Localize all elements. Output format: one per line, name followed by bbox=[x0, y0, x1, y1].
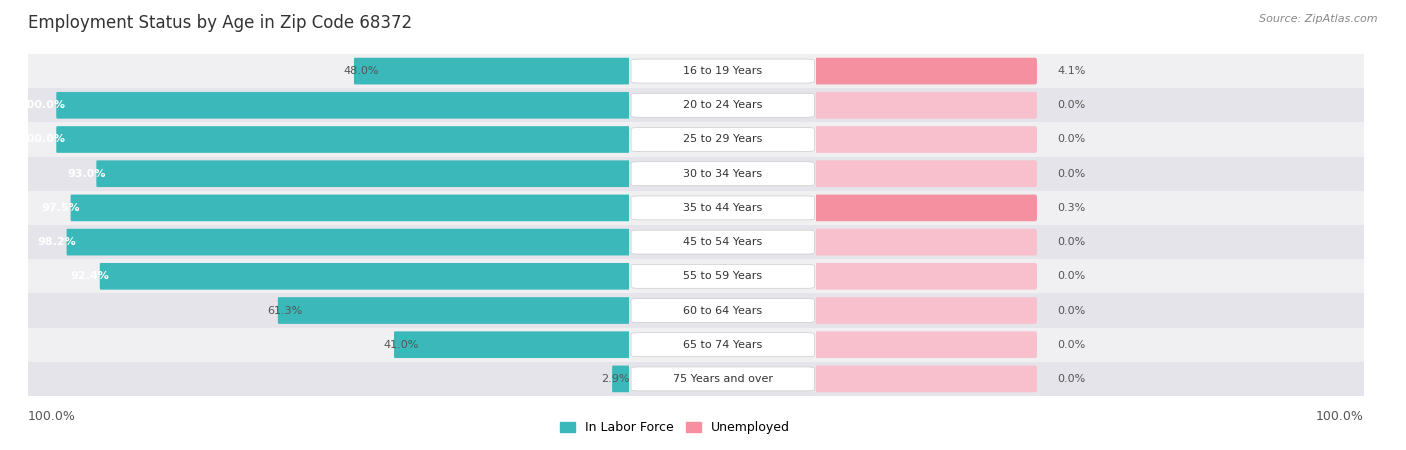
FancyBboxPatch shape bbox=[631, 264, 814, 288]
FancyBboxPatch shape bbox=[814, 160, 1038, 187]
Bar bbox=[630, 191, 815, 225]
Bar bbox=[630, 293, 815, 328]
Bar bbox=[28, 157, 630, 191]
Text: 75 Years and over: 75 Years and over bbox=[672, 374, 773, 384]
Text: 4.1%: 4.1% bbox=[1057, 66, 1085, 76]
Bar bbox=[630, 259, 815, 293]
FancyBboxPatch shape bbox=[631, 367, 814, 391]
Text: 0.0%: 0.0% bbox=[1057, 169, 1085, 179]
Bar bbox=[815, 191, 1364, 225]
Bar bbox=[28, 328, 630, 362]
Text: 0.0%: 0.0% bbox=[1057, 237, 1085, 247]
FancyBboxPatch shape bbox=[100, 263, 630, 290]
Text: 2.9%: 2.9% bbox=[602, 374, 630, 384]
Text: 100.0%: 100.0% bbox=[28, 410, 76, 423]
Bar bbox=[630, 54, 815, 88]
FancyBboxPatch shape bbox=[631, 127, 814, 152]
FancyBboxPatch shape bbox=[631, 93, 814, 117]
Bar bbox=[815, 54, 1364, 88]
Bar bbox=[28, 54, 630, 88]
FancyBboxPatch shape bbox=[278, 297, 630, 324]
FancyBboxPatch shape bbox=[814, 297, 1038, 324]
FancyBboxPatch shape bbox=[354, 58, 630, 85]
Text: 100.0%: 100.0% bbox=[20, 100, 65, 110]
Text: Source: ZipAtlas.com: Source: ZipAtlas.com bbox=[1260, 14, 1378, 23]
Text: Employment Status by Age in Zip Code 68372: Employment Status by Age in Zip Code 683… bbox=[28, 14, 412, 32]
Text: 100.0%: 100.0% bbox=[1316, 410, 1364, 423]
Text: 97.5%: 97.5% bbox=[41, 203, 80, 213]
Text: 92.4%: 92.4% bbox=[70, 271, 108, 281]
FancyBboxPatch shape bbox=[814, 263, 1038, 290]
FancyBboxPatch shape bbox=[814, 92, 1038, 119]
FancyBboxPatch shape bbox=[631, 196, 814, 220]
Bar bbox=[28, 191, 630, 225]
FancyBboxPatch shape bbox=[814, 365, 1038, 392]
Text: 61.3%: 61.3% bbox=[267, 306, 302, 315]
FancyBboxPatch shape bbox=[66, 229, 630, 256]
FancyBboxPatch shape bbox=[814, 126, 1038, 153]
FancyBboxPatch shape bbox=[97, 160, 630, 187]
Text: 55 to 59 Years: 55 to 59 Years bbox=[683, 271, 762, 281]
Text: 20 to 24 Years: 20 to 24 Years bbox=[683, 100, 762, 110]
Bar bbox=[28, 293, 630, 328]
Bar bbox=[815, 225, 1364, 259]
Text: 100.0%: 100.0% bbox=[20, 135, 65, 144]
Text: 45 to 54 Years: 45 to 54 Years bbox=[683, 237, 762, 247]
Text: 98.2%: 98.2% bbox=[37, 237, 76, 247]
Bar bbox=[28, 259, 630, 293]
Legend: In Labor Force, Unemployed: In Labor Force, Unemployed bbox=[555, 416, 794, 439]
FancyBboxPatch shape bbox=[612, 365, 630, 392]
Text: 25 to 29 Years: 25 to 29 Years bbox=[683, 135, 762, 144]
Bar bbox=[630, 88, 815, 122]
Bar bbox=[28, 88, 630, 122]
Bar bbox=[815, 88, 1364, 122]
Text: 0.0%: 0.0% bbox=[1057, 271, 1085, 281]
Text: 93.0%: 93.0% bbox=[67, 169, 105, 179]
FancyBboxPatch shape bbox=[631, 162, 814, 186]
Text: 0.0%: 0.0% bbox=[1057, 135, 1085, 144]
Bar bbox=[815, 122, 1364, 157]
Bar bbox=[815, 293, 1364, 328]
FancyBboxPatch shape bbox=[56, 126, 630, 153]
Text: 0.3%: 0.3% bbox=[1057, 203, 1085, 213]
Text: 41.0%: 41.0% bbox=[382, 340, 419, 350]
Text: 48.0%: 48.0% bbox=[343, 66, 378, 76]
Text: 35 to 44 Years: 35 to 44 Years bbox=[683, 203, 762, 213]
Bar bbox=[630, 362, 815, 396]
Bar bbox=[815, 362, 1364, 396]
Bar bbox=[630, 122, 815, 157]
FancyBboxPatch shape bbox=[814, 194, 1038, 221]
Bar bbox=[815, 328, 1364, 362]
FancyBboxPatch shape bbox=[631, 59, 814, 83]
Bar bbox=[28, 225, 630, 259]
Bar bbox=[630, 157, 815, 191]
Text: 0.0%: 0.0% bbox=[1057, 374, 1085, 384]
FancyBboxPatch shape bbox=[631, 298, 814, 323]
Bar bbox=[28, 362, 630, 396]
Text: 65 to 74 Years: 65 to 74 Years bbox=[683, 340, 762, 350]
FancyBboxPatch shape bbox=[56, 92, 630, 119]
Text: 60 to 64 Years: 60 to 64 Years bbox=[683, 306, 762, 315]
FancyBboxPatch shape bbox=[394, 331, 630, 358]
Text: 0.0%: 0.0% bbox=[1057, 100, 1085, 110]
FancyBboxPatch shape bbox=[814, 229, 1038, 256]
FancyBboxPatch shape bbox=[814, 58, 1038, 85]
Text: 30 to 34 Years: 30 to 34 Years bbox=[683, 169, 762, 179]
Text: 16 to 19 Years: 16 to 19 Years bbox=[683, 66, 762, 76]
Bar bbox=[630, 328, 815, 362]
Bar bbox=[630, 225, 815, 259]
Bar bbox=[28, 122, 630, 157]
FancyBboxPatch shape bbox=[814, 331, 1038, 358]
Text: 0.0%: 0.0% bbox=[1057, 306, 1085, 315]
FancyBboxPatch shape bbox=[631, 230, 814, 254]
Text: 0.0%: 0.0% bbox=[1057, 340, 1085, 350]
Bar bbox=[815, 259, 1364, 293]
Bar bbox=[815, 157, 1364, 191]
FancyBboxPatch shape bbox=[631, 333, 814, 357]
FancyBboxPatch shape bbox=[70, 194, 630, 221]
